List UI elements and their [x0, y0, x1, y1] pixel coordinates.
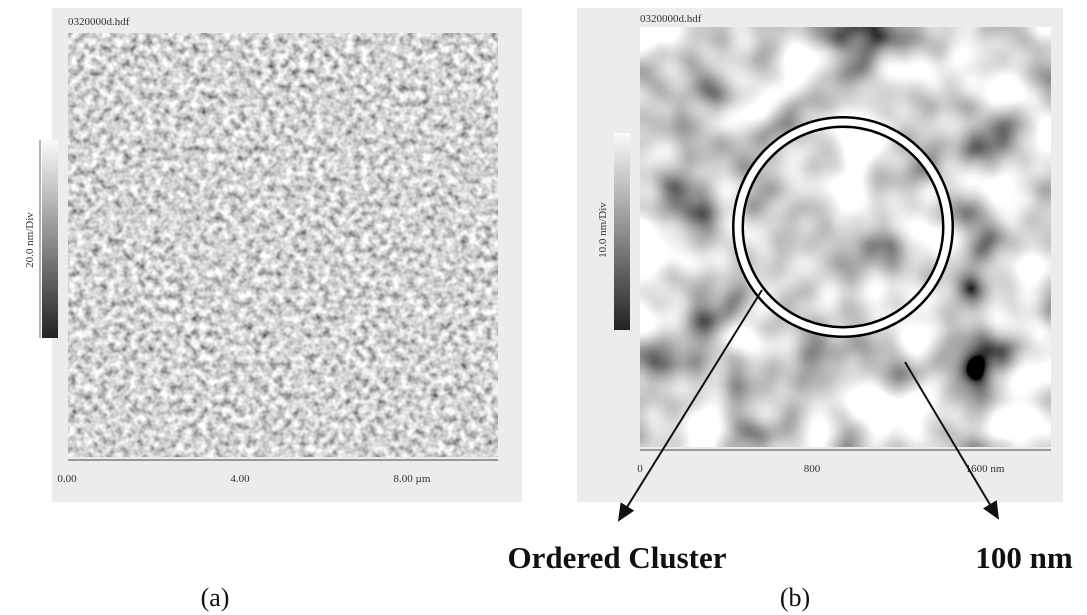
- color-bar: [614, 133, 630, 330]
- figure: 0320000d.hdf 20.0 nm/Div 0.00 4.00 8.00 …: [0, 0, 1087, 615]
- axis-tick-label: 8.00 µm: [394, 473, 431, 485]
- axis-tick-label: 0: [637, 463, 643, 475]
- afm-image: [640, 27, 1051, 447]
- annotation: 100 nm: [975, 540, 1072, 575]
- axis-tick-label: 0.00: [57, 473, 77, 485]
- scale-label: 10.0 nm/Div: [597, 202, 609, 258]
- caption: (a): [201, 583, 230, 612]
- filename: 0320000d.hdf: [68, 16, 130, 28]
- afm-image: [68, 33, 498, 457]
- axis-tick-label: 800: [804, 463, 821, 475]
- color-bar: [42, 140, 58, 338]
- filename: 0320000d.hdf: [640, 13, 702, 25]
- annotation: Ordered Cluster: [508, 540, 727, 575]
- scale-label: 20.0 nm/Div: [24, 212, 36, 268]
- axis-tick-label: 4.00: [230, 473, 250, 485]
- caption: (b): [780, 583, 810, 612]
